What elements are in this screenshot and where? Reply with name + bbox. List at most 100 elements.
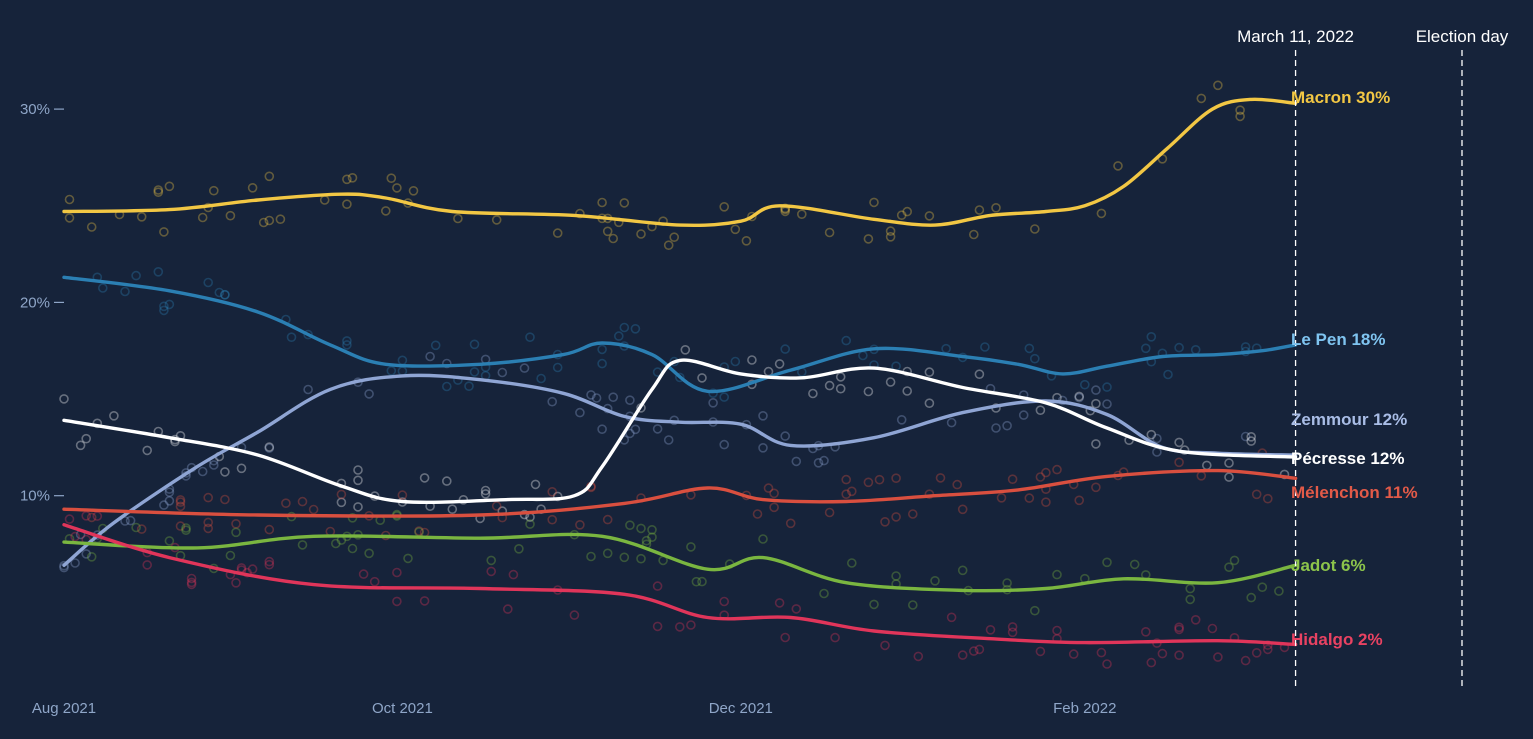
poll-dot-macron <box>491 215 502 225</box>
poll-dot-le-pen <box>441 381 452 392</box>
poll-dot-jadot <box>514 543 524 554</box>
poll-dot-le-pen <box>1190 344 1201 355</box>
poll-dot-hidalgo <box>502 604 513 614</box>
poll-dot-le-pen <box>1141 343 1151 354</box>
poll-dot-zemmour <box>991 423 1001 433</box>
poll-dot-pecresse <box>824 380 835 391</box>
poll-dot-le-pen <box>469 339 480 350</box>
poll-dot-pecresse <box>480 489 491 499</box>
poll-dot-hidalgo <box>486 566 497 577</box>
poll-dot-zemmour <box>663 435 674 445</box>
poll-dot-macron <box>974 205 985 215</box>
poll-dot-macron <box>1196 93 1207 104</box>
poll-dot-le-pen <box>98 283 108 293</box>
poll-dot-le-pen <box>941 343 951 354</box>
poll-dot-macron <box>264 215 275 226</box>
poll-dot-le-pen <box>613 331 624 341</box>
poll-dot-le-pen <box>1163 369 1173 380</box>
poll-dot-macron <box>575 208 585 219</box>
poll-dot-melenchon <box>957 504 968 515</box>
poll-dot-macron <box>924 211 935 221</box>
poll-dot-zemmour <box>719 439 730 450</box>
poll-dot-jadot <box>1002 578 1012 588</box>
poll-dot-melenchon <box>136 524 147 534</box>
poll-dot-macron <box>319 195 330 205</box>
poll-dot-pecresse <box>1174 437 1184 448</box>
poll-dot-macron <box>64 194 75 205</box>
poll-dot-jadot <box>297 540 308 550</box>
trend-line-melenchon <box>62 468 1298 518</box>
poll-dot-hidalgo <box>880 640 890 651</box>
poll-dot-melenchon <box>841 474 852 485</box>
poll-dot-melenchon <box>846 486 857 497</box>
poll-dot-le-pen <box>430 340 441 351</box>
poll-dot-le-pen <box>131 270 141 281</box>
poll-dot-le-pen <box>1080 379 1090 390</box>
poll-dot-pecresse <box>1146 429 1157 440</box>
poll-dot-jadot <box>625 520 635 531</box>
poll-dot-le-pen <box>630 323 641 334</box>
poll-dot-macron <box>153 187 164 197</box>
poll-dot-le-pen <box>1030 353 1040 364</box>
poll-dot-melenchon <box>281 498 291 509</box>
poll-dot-zemmour <box>1102 399 1112 409</box>
poll-dot-macron <box>968 229 979 240</box>
poll-dot-hidalgo <box>186 579 197 590</box>
poll-dot-macron <box>136 212 147 222</box>
poll-dot-melenchon <box>414 526 424 536</box>
trend-line-hidalgo <box>62 523 1298 647</box>
poll-dot-melenchon <box>841 489 852 500</box>
poll-dot-le-pen <box>980 342 990 352</box>
poll-dot-macron <box>719 202 730 212</box>
poll-dot-le-pen <box>1174 342 1184 353</box>
poll-dot-le-pen <box>1146 331 1157 342</box>
poll-dot-jadot <box>697 576 707 587</box>
poll-dot-melenchon <box>891 473 901 484</box>
poll-dot-zemmour <box>946 417 957 428</box>
poll-dot-zemmour <box>547 396 558 407</box>
poll-dot-zemmour <box>164 487 175 498</box>
poll-dot-hidalgo <box>968 646 979 656</box>
poll-dot-pecresse <box>530 479 541 490</box>
poll-dot-macron <box>347 173 358 183</box>
y-tick-label: 30% <box>20 101 50 118</box>
poll-dot-zemmour <box>164 495 175 506</box>
poll-dot-pecresse <box>236 463 247 474</box>
poll-dot-jadot <box>231 527 241 538</box>
poll-dot-hidalgo <box>1207 623 1218 634</box>
poll-dot-le-pen <box>891 361 901 372</box>
poll-dot-hidalgo <box>985 624 996 635</box>
poll-dot-zemmour <box>303 384 313 395</box>
poll-dot-hidalgo <box>791 604 802 614</box>
series-label-pecresse: Pécresse 12% <box>1291 449 1404 468</box>
poll-dot-jadot <box>86 551 97 562</box>
trend-line-zemmour <box>62 373 1298 567</box>
poll-dot-pecresse <box>81 433 91 444</box>
poll-dot-le-pen <box>203 277 213 288</box>
poll-dot-le-pen <box>719 392 730 402</box>
poll-dots-layer <box>59 80 1290 669</box>
poll-dot-jadot <box>869 599 879 610</box>
poll-dot-melenchon <box>220 494 230 505</box>
poll-dot-le-pen <box>164 299 175 310</box>
poll-dot-jadot <box>1185 594 1195 605</box>
poll-dot-hidalgo <box>1096 647 1107 658</box>
trend-line-macron <box>62 97 1298 228</box>
poll-dot-le-pen <box>708 388 718 399</box>
poll-dot-macron <box>597 197 607 208</box>
poll-dot-jadot <box>647 524 657 535</box>
date-markers-layer: March 11, 2022 Election day <box>1237 27 1509 690</box>
poll-dot-pecresse <box>419 473 430 483</box>
poll-dot-melenchon <box>996 492 1007 503</box>
poll-dot-pecresse <box>835 372 846 382</box>
poll-dot-jadot <box>819 588 829 599</box>
poll-dot-melenchon <box>1041 497 1051 508</box>
poll-dot-melenchon <box>175 501 186 512</box>
poll-dot-le-pen <box>674 372 685 383</box>
marker-label: March 11, 2022 <box>1237 27 1354 46</box>
poll-dot-macron <box>1235 111 1245 122</box>
poll-dot-macron <box>991 203 1001 213</box>
poll-dot-hidalgo <box>81 510 91 521</box>
poll-dot-hidalgo <box>1190 614 1201 625</box>
poll-dot-macron <box>342 174 352 185</box>
